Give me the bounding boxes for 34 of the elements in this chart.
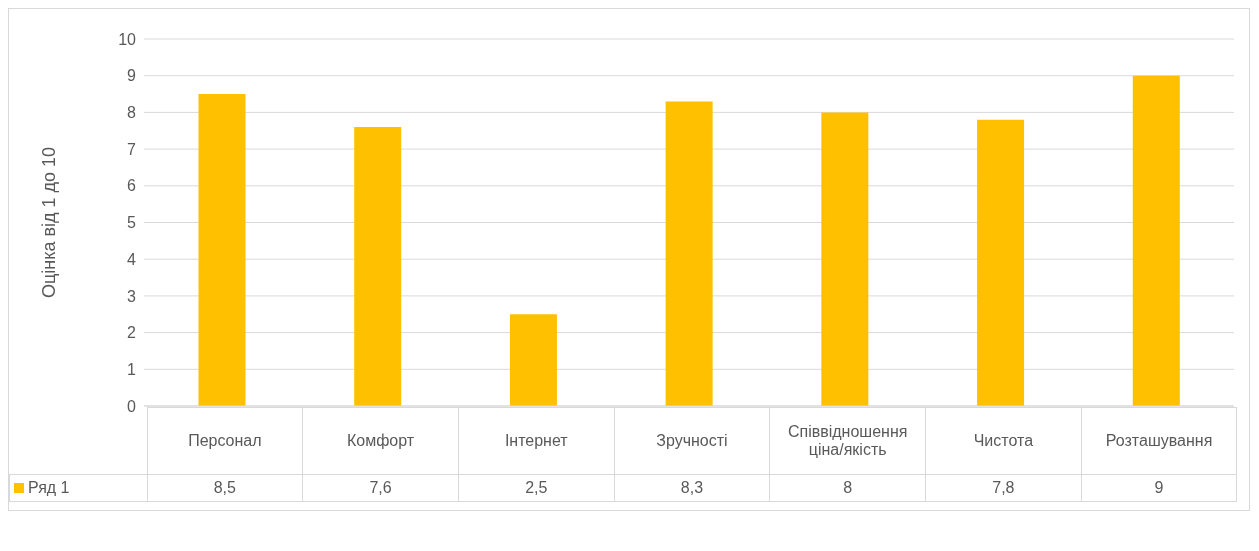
x-tick-label: Персонал xyxy=(147,407,303,475)
x-tick-label: Чистота xyxy=(925,407,1082,475)
bar xyxy=(665,101,713,406)
data-label: 8 xyxy=(769,474,926,502)
y-tick-label: 8 xyxy=(127,104,137,122)
x-tick-label: Розташування xyxy=(1081,407,1237,475)
data-label: 7,6 xyxy=(302,474,459,502)
y-tick-label: 9 xyxy=(127,67,137,85)
bar xyxy=(821,112,869,406)
y-tick-label: 6 xyxy=(127,177,137,195)
data-label: 7,8 xyxy=(925,474,1082,502)
data-label: 2,5 xyxy=(458,474,615,502)
x-tick-label: Співвідношення ціна/якість xyxy=(769,407,926,475)
y-tick-label: 10 xyxy=(118,30,137,48)
bar xyxy=(977,119,1025,406)
bar xyxy=(509,314,557,406)
x-tick-label: Інтернет xyxy=(458,407,615,475)
bar xyxy=(198,94,246,406)
x-tick-label: Комфорт xyxy=(302,407,459,475)
bar xyxy=(354,127,402,406)
y-axis-title: Оцінка від 1 до 10 xyxy=(39,146,60,299)
data-label: 8,5 xyxy=(147,474,303,502)
x-tick-label: Зручності xyxy=(614,407,770,475)
y-tick-label: 2 xyxy=(127,324,137,342)
legend-label: Ряд 1 xyxy=(9,474,147,502)
data-label: 8,3 xyxy=(614,474,770,502)
y-tick-label: 3 xyxy=(127,287,137,305)
y-tick-label: 7 xyxy=(127,140,137,158)
bar xyxy=(1132,75,1180,406)
y-tick-label: 0 xyxy=(127,397,137,415)
data-label: 9 xyxy=(1081,474,1237,502)
y-tick-label: 1 xyxy=(127,360,137,378)
y-tick-label: 5 xyxy=(127,214,137,232)
y-tick-label: 4 xyxy=(127,250,137,268)
